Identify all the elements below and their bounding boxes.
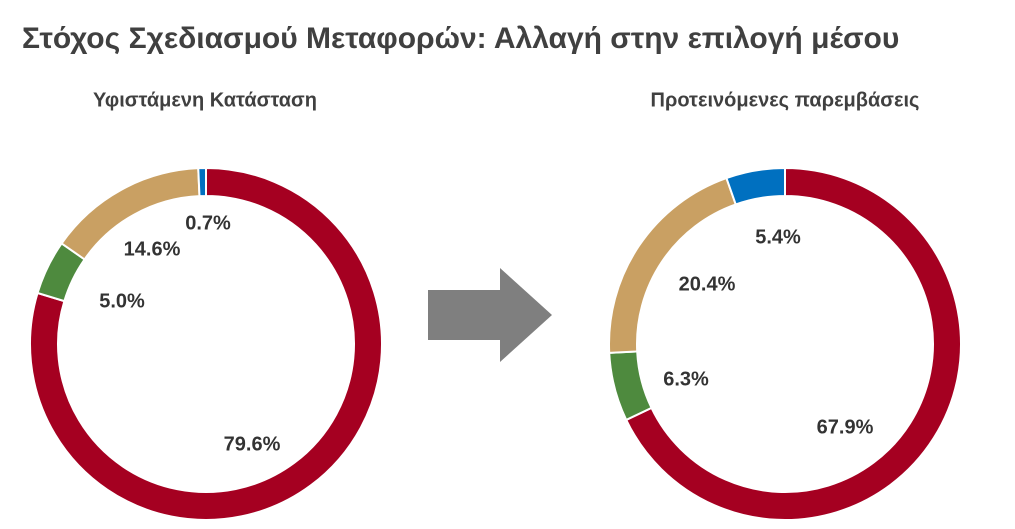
data-label: 0.7%	[185, 212, 231, 234]
chart-title: Προτεινόμενες παρεμβάσεις	[651, 89, 920, 111]
donut-slice	[608, 176, 738, 354]
data-label: 6.3%	[663, 368, 709, 390]
chart-title: Υφιστάμενη Κατάσταση	[93, 89, 317, 111]
data-label: 14.6%	[124, 238, 181, 260]
data-label: 67.9%	[817, 416, 874, 438]
donut-slice	[725, 166, 786, 206]
donut-slice	[29, 166, 383, 521]
data-label: 5.0%	[99, 290, 145, 312]
data-label: 5.4%	[755, 226, 801, 248]
page-title: Στόχος Σχεδιασμού Μεταφορών: Αλλαγή στην…	[22, 22, 899, 55]
data-label: 20.4%	[679, 273, 736, 295]
arrow	[428, 268, 552, 362]
donut-slice	[624, 166, 962, 521]
donut-slice	[197, 166, 207, 198]
data-label: 79.6%	[224, 433, 281, 455]
donut-slice	[608, 350, 653, 422]
